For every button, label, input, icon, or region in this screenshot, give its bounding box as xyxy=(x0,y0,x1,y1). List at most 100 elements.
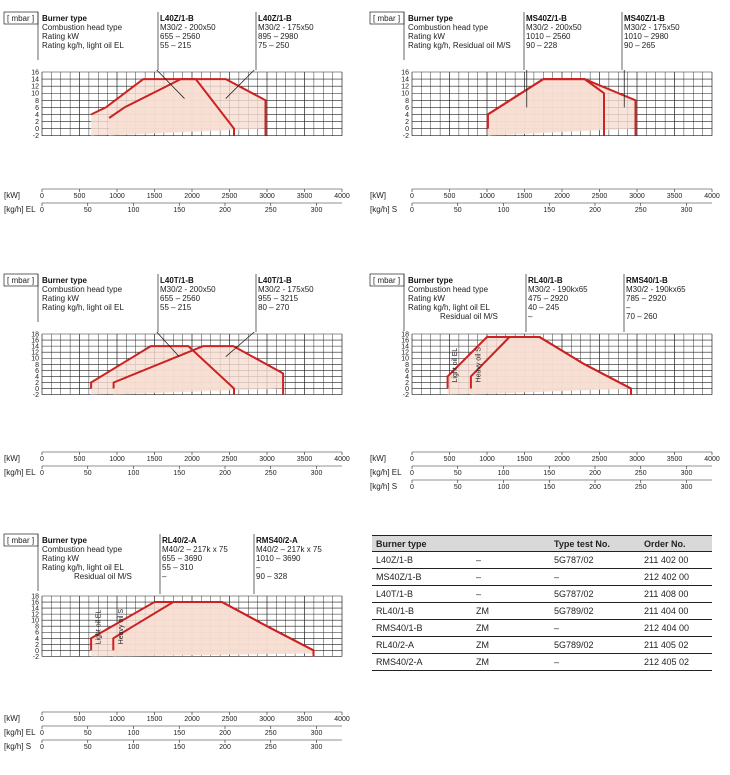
x-tick-label: 1500 xyxy=(147,456,163,463)
x-tick-label: 1000 xyxy=(109,716,125,723)
burner-spec: 75 – 250 xyxy=(258,41,290,50)
x-tick-label: 150 xyxy=(543,484,555,491)
burner-name: MS40Z/1-B xyxy=(624,14,665,23)
x-tick-label: 2000 xyxy=(184,193,200,200)
x-tick-label: 300 xyxy=(681,470,693,477)
x-tick-label: 50 xyxy=(84,744,92,751)
y-tick-label: 8 xyxy=(405,98,409,105)
header-label: Burner type xyxy=(42,14,87,23)
x-axis-label: [kW] xyxy=(4,191,20,200)
x-tick-label: 300 xyxy=(311,730,323,737)
y-tick-label: 12 xyxy=(401,84,409,91)
x-tick-label: 2000 xyxy=(554,456,570,463)
x-tick-label: 4000 xyxy=(334,716,350,723)
x-tick-label: 50 xyxy=(84,730,92,737)
burner-spec: – xyxy=(256,563,261,572)
operating-field-line xyxy=(112,345,285,395)
x-axis-label: [kg/h] EL xyxy=(370,468,402,477)
y-tick-label: 10 xyxy=(401,356,409,363)
operating-field-fill xyxy=(109,79,266,136)
table-cell: 5G789/02 xyxy=(550,636,640,654)
burner-spec: 655 – 2560 xyxy=(160,32,201,41)
table-cell: 211 402 00 xyxy=(640,551,712,569)
burner-spec: – xyxy=(162,572,167,581)
table-cell: – xyxy=(472,551,550,569)
y-tick-label: 18 xyxy=(31,594,39,601)
x-tick-label: 50 xyxy=(84,207,92,214)
y-tick-label: 16 xyxy=(401,338,409,345)
x-tick-label: 150 xyxy=(543,207,555,214)
table-header-cell: Order No. xyxy=(640,535,712,552)
fuel-tag: Heavy oil S xyxy=(475,347,482,383)
table-cell: 211 404 00 xyxy=(640,602,712,620)
x-tick-label: 4000 xyxy=(704,456,720,463)
x-tick-label: 0 xyxy=(40,744,44,751)
x-tick-label: 100 xyxy=(128,744,140,751)
unit-label: [ mbar ] xyxy=(7,536,34,545)
x-axis-label: [kW] xyxy=(4,714,20,723)
burner-name: RMS40/2-A xyxy=(256,536,298,545)
x-tick-label: 150 xyxy=(173,730,185,737)
y-tick-label: 4 xyxy=(35,636,39,643)
unit-label: [ mbar ] xyxy=(7,276,34,285)
x-tick-label: 250 xyxy=(635,484,647,491)
x-tick-label: 100 xyxy=(128,730,140,737)
table-row: RL40/1-B ZM 5G789/02 211 404 00 xyxy=(372,602,712,620)
burner-spec: 40 – 245 xyxy=(528,303,560,312)
y-tick-label: 2 xyxy=(35,380,39,387)
fuel-tag: Light oil EL xyxy=(452,348,459,383)
y-tick-label: 6 xyxy=(405,105,409,112)
x-tick-label: 150 xyxy=(173,470,185,477)
table-cell: RMS40/2-A xyxy=(372,653,472,671)
x-axis-label: [kg/h] S xyxy=(370,482,397,491)
x-tick-label: 2500 xyxy=(222,456,238,463)
y-tick-label: 18 xyxy=(401,332,409,339)
y-tick-label: 8 xyxy=(405,362,409,369)
x-tick-label: 100 xyxy=(498,470,510,477)
burner-spec: 55 – 215 xyxy=(160,303,192,312)
x-tick-label: 0 xyxy=(410,470,414,477)
x-tick-label: 0 xyxy=(410,484,414,491)
x-tick-label: 2500 xyxy=(592,456,608,463)
y-tick-label: -2 xyxy=(33,392,39,399)
header-label: Rating kg/h, light oil EL xyxy=(42,563,124,572)
table-cell: ZM xyxy=(472,653,550,671)
y-tick-label: 4 xyxy=(35,374,39,381)
x-tick-label: 500 xyxy=(444,193,456,200)
y-tick-label: 12 xyxy=(31,612,39,619)
x-tick-label: 100 xyxy=(498,484,510,491)
header-label: Combustion head type xyxy=(408,23,489,32)
y-tick-label: 10 xyxy=(31,91,39,98)
burner-spec: 80 – 270 xyxy=(258,303,290,312)
table-cell: – xyxy=(550,619,640,637)
burner-spec: M30/2 - 200x50 xyxy=(160,23,216,32)
x-axis-label: [kg/h] S xyxy=(4,742,31,751)
table-cell: 212 405 02 xyxy=(640,653,712,671)
header-label: Rating kW xyxy=(42,32,79,41)
pointer-line xyxy=(225,69,255,99)
y-tick-label: 0 xyxy=(405,126,409,133)
y-tick-label: 4 xyxy=(35,112,39,119)
x-tick-label: 1000 xyxy=(109,456,125,463)
table-cell: ZM xyxy=(472,602,550,620)
burner-name: RL40/1-B xyxy=(528,276,563,285)
unit-label: [ mbar ] xyxy=(7,14,34,23)
y-tick-label: 14 xyxy=(31,606,39,613)
burner-name: L40Z/1-B xyxy=(258,14,292,23)
unit-label: [ mbar ] xyxy=(373,276,400,285)
table-row: RMS40/2-A ZM –212 405 02 xyxy=(372,653,712,671)
operating-field-fill xyxy=(487,79,636,136)
x-tick-label: 4000 xyxy=(334,193,350,200)
x-tick-label: 2000 xyxy=(554,193,570,200)
burner-name: L40Z/1-B xyxy=(160,14,194,23)
table-row: L40Z/1-B –5G787/02 211 402 00 xyxy=(372,551,712,569)
x-tick-label: 500 xyxy=(74,456,86,463)
table-cell: L40Z/1-B xyxy=(372,551,472,569)
burner-spec: 955 – 3215 xyxy=(258,294,299,303)
fuel-tag: Heavy oil S xyxy=(118,609,125,645)
table-cell: – xyxy=(550,568,640,586)
